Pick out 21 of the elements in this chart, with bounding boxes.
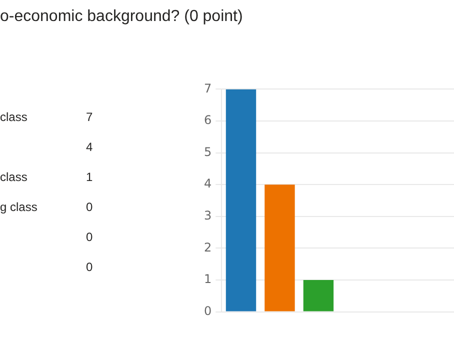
text: 7 bbox=[86, 110, 93, 124]
y-tick-label: 4 bbox=[204, 176, 212, 191]
y-tick-label: 7 bbox=[204, 81, 212, 96]
y-tick-label: 1 bbox=[204, 272, 212, 286]
text: 0 bbox=[86, 200, 93, 214]
y-tick-label: 3 bbox=[204, 208, 212, 223]
bar bbox=[226, 89, 256, 312]
bar bbox=[303, 280, 334, 312]
text: 0 bbox=[86, 260, 93, 274]
y-tick-label: 6 bbox=[204, 113, 212, 128]
y-tick-label: 2 bbox=[204, 240, 212, 254]
category-label: class bbox=[0, 170, 28, 184]
text: 0 bbox=[86, 230, 93, 244]
y-tick-label: 0 bbox=[204, 304, 212, 318]
bar bbox=[264, 184, 295, 312]
category-label: class bbox=[0, 110, 28, 124]
y-tick-label: 5 bbox=[204, 144, 212, 159]
text: o-economic background? (0 point) bbox=[0, 8, 243, 26]
text: 1 bbox=[86, 170, 93, 184]
text: 4 bbox=[86, 140, 93, 154]
category-label: g class bbox=[0, 200, 38, 214]
